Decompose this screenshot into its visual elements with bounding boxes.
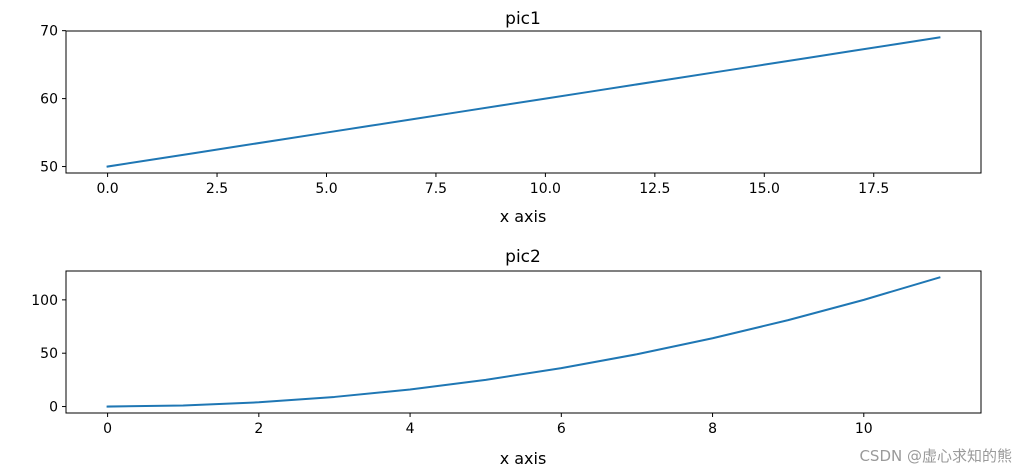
x-tick-label: 5.0 xyxy=(315,181,337,197)
y-tick-label: 70 xyxy=(40,24,58,40)
x-ticks: 0.0 2.5 5.0 7.5 10.0 12.5 15.0 17.5 xyxy=(96,173,889,197)
x-tick-label: 6 xyxy=(557,421,566,437)
chart-title: pic2 xyxy=(505,247,541,267)
watermark-text: CSDN @虚心求知的熊 xyxy=(859,447,1012,465)
chart-pic1: pic1 0.0 2.5 5.0 7.5 10.0 12.5 15.0 17.5 50 60 70… xyxy=(40,9,982,226)
x-tick-label: 12.5 xyxy=(639,181,670,197)
x-tick-label: 4 xyxy=(406,421,415,437)
x-tick-label: 7.5 xyxy=(425,181,447,197)
plot-area-frame xyxy=(65,270,982,414)
x-tick-label: 10.0 xyxy=(530,181,561,197)
x-tick-label: 0.0 xyxy=(96,181,118,197)
x-tick-label: 8 xyxy=(708,421,717,437)
x-tick-label: 2 xyxy=(254,421,263,437)
y-tick-label: 50 xyxy=(40,346,58,362)
y-ticks: 50 60 70 xyxy=(40,24,66,176)
x-ticks: 0 2 4 6 8 10 xyxy=(103,413,873,437)
x-axis-label: x axis xyxy=(500,449,547,468)
chart-title: pic1 xyxy=(505,9,541,29)
series-line xyxy=(106,36,941,168)
x-tick-label: 17.5 xyxy=(858,181,889,197)
plot-area-frame xyxy=(65,30,982,174)
x-axis-label: x axis xyxy=(500,207,547,226)
chart-pic2: pic2 0 2 4 6 8 10 0 50 100 x axis xyxy=(31,247,982,468)
y-tick-label: 0 xyxy=(49,400,58,416)
y-tick-label: 60 xyxy=(40,92,58,108)
x-tick-label: 2.5 xyxy=(206,181,228,197)
x-tick-label: 10 xyxy=(855,421,873,437)
y-tick-label: 100 xyxy=(31,293,58,309)
series-line xyxy=(106,276,941,408)
series-lines xyxy=(106,276,941,408)
x-tick-label: 0 xyxy=(103,421,112,437)
x-tick-label: 15.0 xyxy=(749,181,780,197)
y-ticks: 0 50 100 xyxy=(31,293,66,416)
y-tick-label: 50 xyxy=(40,160,58,176)
series-lines xyxy=(106,36,941,168)
